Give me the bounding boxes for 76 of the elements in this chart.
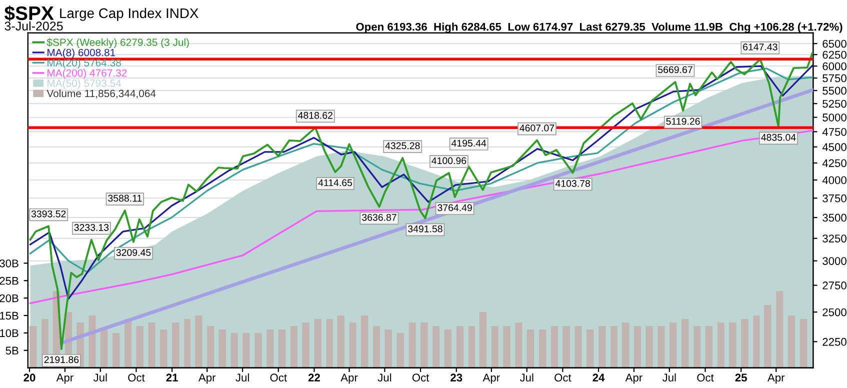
y2-tick-label: 10B (0, 329, 18, 338)
annotation: 5119.26 (666, 118, 700, 125)
x-tick-label: Jul (93, 373, 107, 382)
annotation: 4100.96 (432, 157, 466, 164)
chart-title: $SPX (4, 5, 54, 22)
x-tick-label: 22 (308, 374, 320, 382)
y-tick-label: 3500 (822, 214, 846, 222)
annotation: 3233.13 (74, 224, 109, 231)
y-tick-label: 6000 (822, 62, 846, 70)
x-tick-label: Apr (768, 374, 785, 384)
x-tick-label: Oct (554, 374, 572, 382)
annotation: 3764.49 (438, 204, 472, 212)
legend-label: MA(20) 5764.38 (48, 58, 121, 69)
y2-tick-label: 5B (6, 346, 18, 355)
annotation: 4103.78 (555, 180, 590, 187)
y-tick-label: 5500 (822, 86, 846, 95)
text: 3-Jul-2025 (4, 21, 63, 31)
x-tick-label: Oct (697, 374, 714, 382)
annotation: 4607.07 (520, 124, 554, 132)
y-tick-label: 6500 (822, 40, 846, 48)
y2-tick-label: 30B (0, 259, 18, 268)
y2-tick-label: 25B (0, 276, 18, 285)
y-tick-label: 3750 (822, 194, 846, 202)
annotation: 4835.04 (761, 134, 796, 141)
y-tick-label: 4250 (822, 159, 846, 168)
annotation: 3491.58 (408, 225, 442, 232)
y-tick-label: 2250 (822, 338, 846, 346)
annotation: 5669.67 (658, 66, 692, 74)
y-tick-label: 2500 (822, 308, 846, 316)
annotation: 4818.62 (298, 112, 332, 119)
x-tick-label: Oct (128, 374, 145, 382)
legend-label: MA(50) 5793.54 (48, 79, 122, 89)
x-tick-label: Jul (662, 373, 676, 382)
legend-label: MA(8) 6008.81 (48, 48, 116, 58)
y-tick-label: 3250 (822, 234, 846, 242)
line-series (29, 130, 814, 304)
y-tick-label: 3000 (822, 257, 846, 265)
annotation: 4114.65 (318, 179, 352, 186)
legend-label: Volume 11,856,344,064 (46, 90, 156, 98)
annotation: 4325.28 (385, 142, 420, 150)
annotation: 6147.43 (743, 44, 778, 50)
legend-label: MA(200) 4767.32 (48, 69, 127, 79)
y-tick-label: 6250 (822, 50, 846, 59)
annotation: 3636.87 (362, 214, 396, 221)
x-tick-label: Oct (412, 374, 430, 382)
x-tick-label: Apr (340, 374, 358, 384)
x-tick-label: Jul (378, 373, 392, 382)
x-tick-label: Apr (482, 374, 500, 384)
x-tick-label: Apr (198, 374, 216, 384)
y2-tick-label: 15B (0, 312, 18, 320)
y-tick-label: 4750 (822, 128, 846, 136)
x-tick-label: 25 (735, 374, 747, 382)
chart-subtitle: Large Cap Index INDX (60, 8, 198, 21)
x-tick-label: Oct (270, 374, 287, 382)
annotation: 4195.44 (451, 140, 486, 147)
x-tick-label: 23 (450, 374, 462, 382)
text: Open 6193.36 High 6284.65 Low 6174.97 Last 6279.35 Volume 11.9B Chg +106.28 (+1.72%) (356, 22, 842, 33)
y-tick-label: 4000 (822, 176, 846, 184)
y2-tick-label: 20B (0, 294, 18, 302)
annotation: 3209.45 (116, 249, 151, 256)
x-tick-label: 20 (24, 374, 36, 382)
legend-label: $SPX (Weekly) 6279.35 (3 Jul) (46, 38, 189, 48)
annotation: 3393.52 (31, 210, 66, 218)
annotation: 2191.86 (44, 356, 79, 364)
x-tick-label: 21 (166, 374, 178, 382)
x-tick-label: Apr (56, 374, 74, 384)
y-tick-label: 5000 (822, 114, 846, 122)
x-tick-label: Apr (625, 374, 642, 384)
y-tick-label: 2750 (822, 282, 846, 290)
x-tick-label: Jul (520, 373, 534, 382)
annotation: 3588.11 (108, 194, 142, 202)
y-tick-label: 5750 (822, 74, 846, 82)
y-tick-label: 5250 (822, 100, 846, 108)
x-tick-label: Jul (236, 373, 249, 382)
x-tick-label: 24 (592, 374, 605, 382)
y-tick-label: 4500 (822, 143, 846, 152)
